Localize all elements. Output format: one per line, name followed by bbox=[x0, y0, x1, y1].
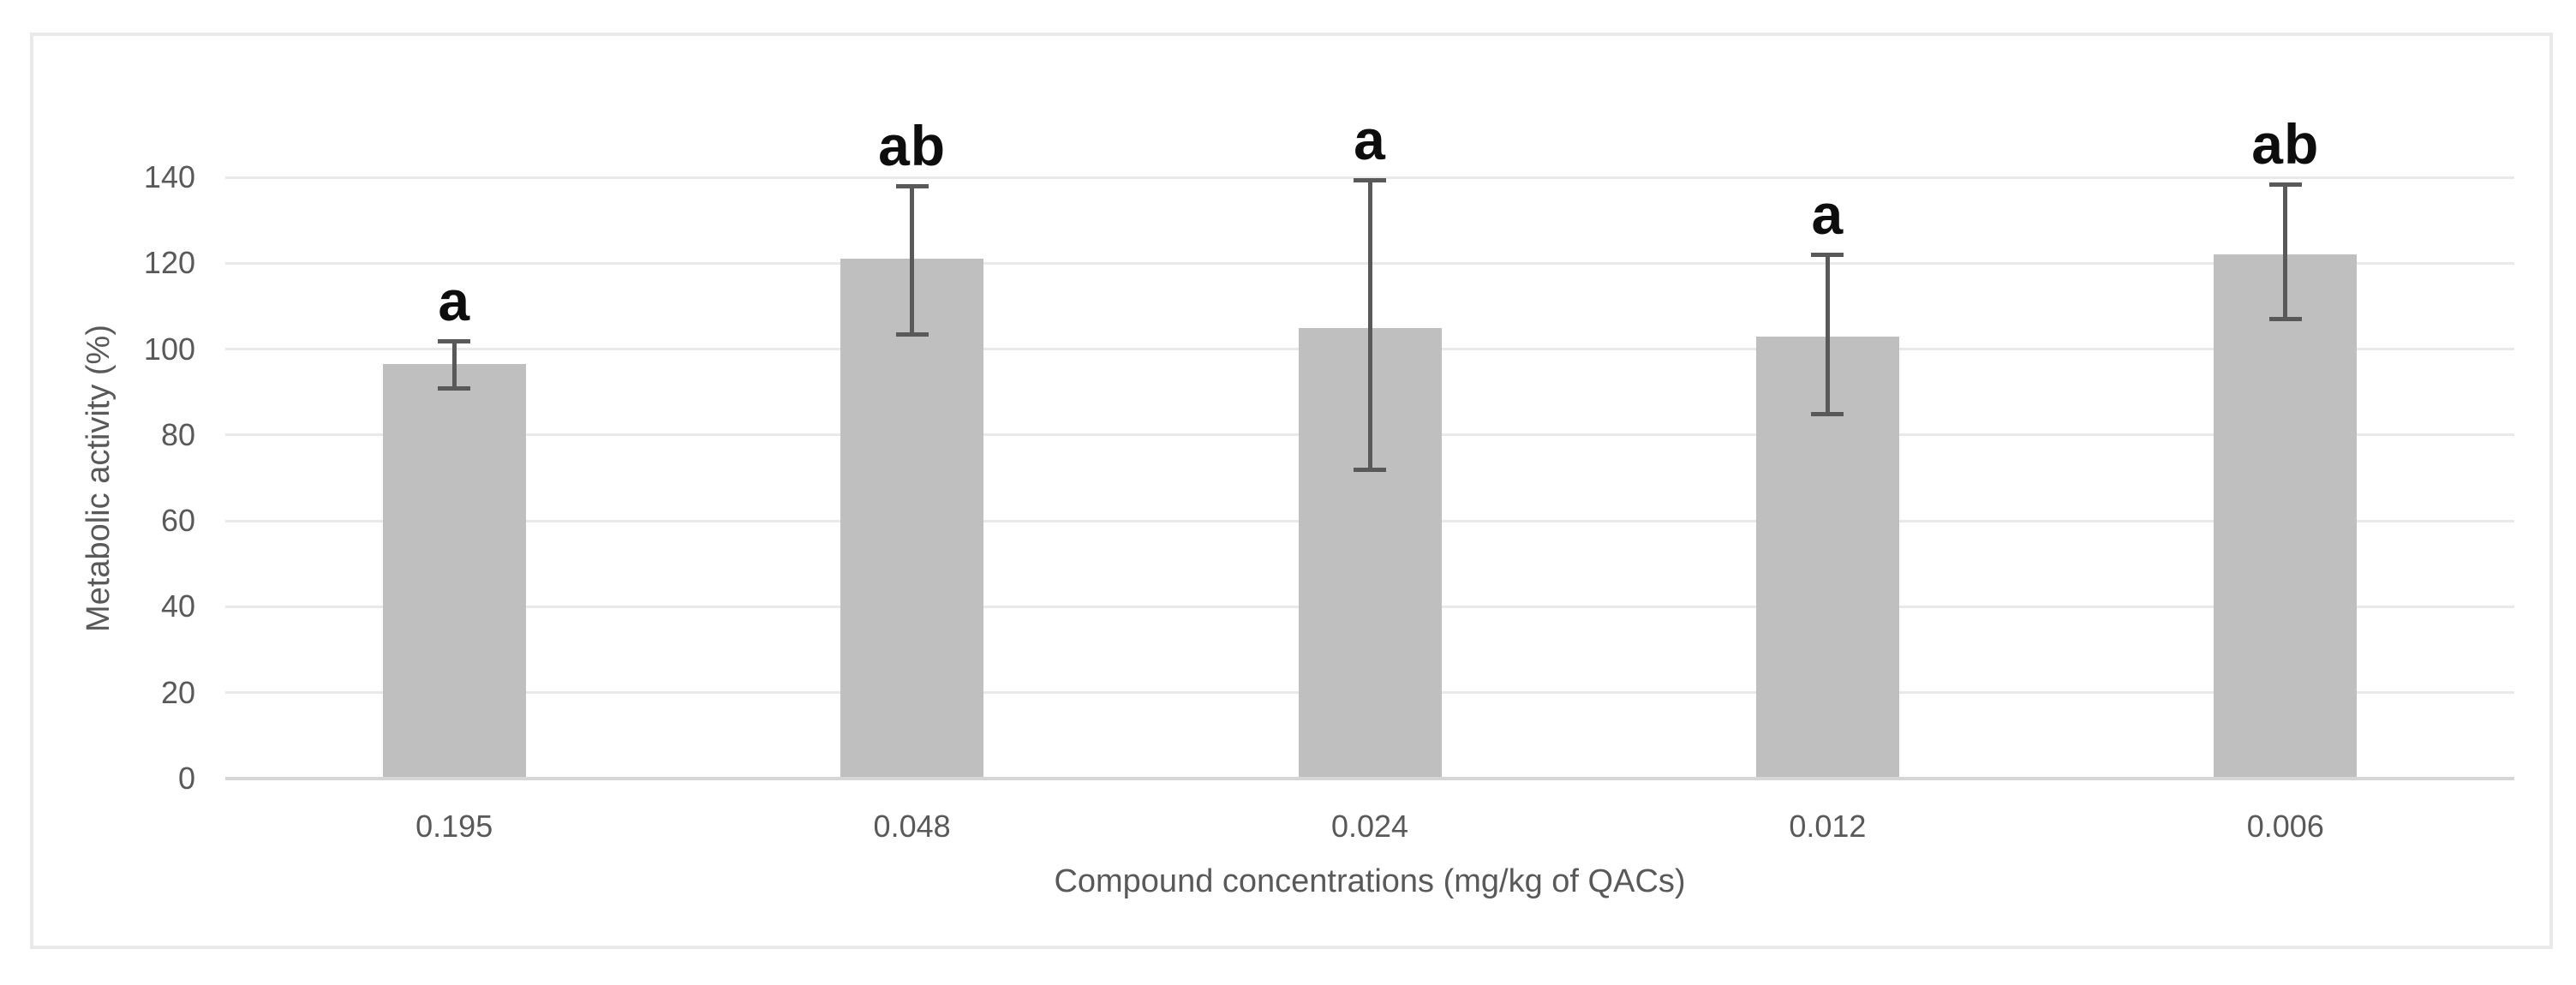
y-tick-label: 140 bbox=[143, 159, 195, 194]
error-bar-line bbox=[2283, 183, 2288, 319]
y-axis-title-container: Metabolic activity (%) bbox=[51, 176, 146, 780]
significance-label: a bbox=[1354, 107, 1386, 171]
x-tick-label: 0.024 bbox=[1330, 809, 1409, 844]
error-bar-cap-top bbox=[2268, 182, 2302, 187]
significance-label: a bbox=[438, 268, 471, 332]
y-axis-title: Metabolic activity (%) bbox=[80, 324, 117, 632]
error-bar-cap-bottom bbox=[2268, 317, 2302, 322]
x-axis-line bbox=[225, 777, 2514, 780]
error-bar-cap-top bbox=[438, 338, 471, 343]
y-tick-label: 80 bbox=[160, 416, 195, 452]
bar-0.006 bbox=[2214, 254, 2358, 779]
y-tick-label: 100 bbox=[143, 331, 195, 367]
significance-label: ab bbox=[878, 114, 947, 178]
y-tick-label: 120 bbox=[143, 245, 195, 281]
x-tick-label: 0.012 bbox=[1789, 809, 1867, 844]
error-bar-cap-bottom bbox=[1354, 467, 1386, 472]
error-bar-cap-top bbox=[1811, 253, 1844, 258]
error-bar-line bbox=[1825, 254, 1830, 414]
error-bar-cap-bottom bbox=[895, 332, 929, 337]
error-bar-cap-bottom bbox=[438, 385, 471, 391]
gridline-y-140 bbox=[225, 176, 2514, 179]
bar-0.195 bbox=[382, 364, 526, 779]
x-axis-title: Compound concentrations (mg/kg of QACs) bbox=[1054, 863, 1686, 899]
y-tick-label: 40 bbox=[160, 588, 195, 624]
significance-label: ab bbox=[2251, 111, 2320, 176]
bar-0.048 bbox=[840, 259, 984, 779]
error-bar-line bbox=[451, 340, 457, 388]
y-tick-label: 0 bbox=[177, 761, 195, 796]
significance-label: a bbox=[1811, 182, 1844, 247]
error-bar-cap-bottom bbox=[1811, 411, 1844, 416]
x-tick-label: 0.048 bbox=[873, 809, 951, 844]
y-tick-label: 20 bbox=[160, 674, 195, 710]
x-tick-label: 0.195 bbox=[415, 809, 493, 844]
error-bar-cap-top bbox=[1354, 177, 1386, 182]
error-bar-line bbox=[1367, 179, 1372, 469]
error-bar-cap-top bbox=[895, 184, 929, 189]
error-bar-line bbox=[910, 186, 915, 334]
y-tick-label: 60 bbox=[160, 503, 195, 539]
x-tick-label: 0.006 bbox=[2246, 809, 2324, 844]
